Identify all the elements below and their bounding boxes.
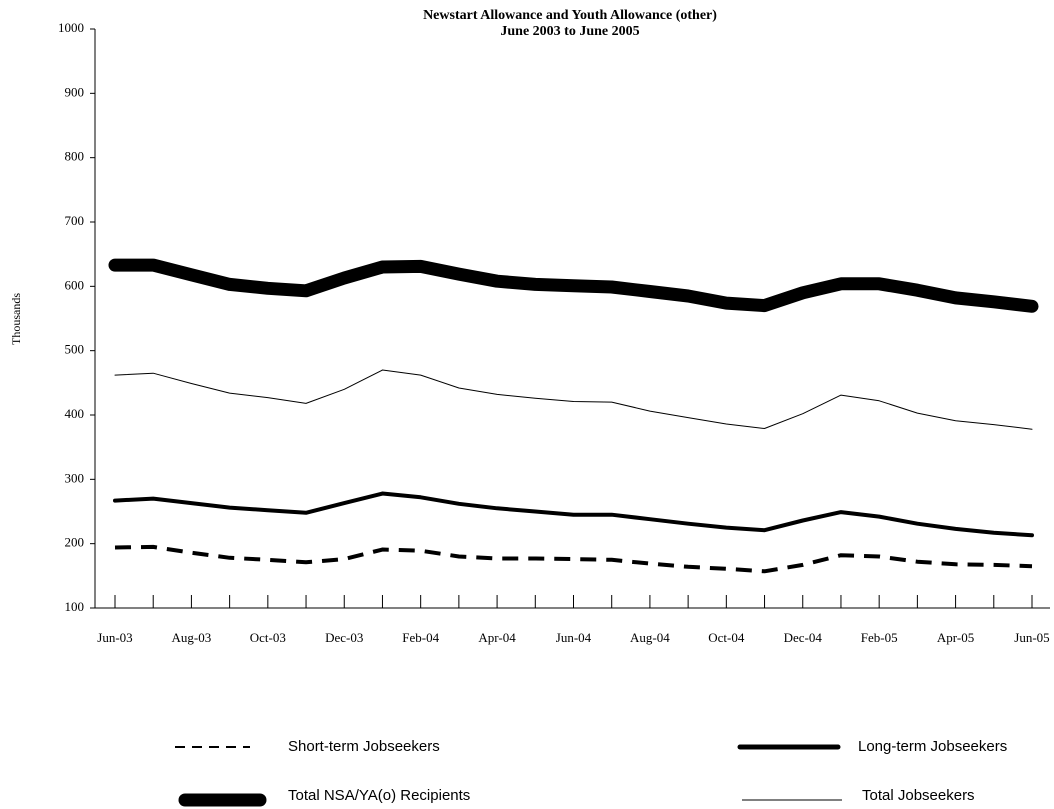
x-tick-label-dec-04: Dec-04 <box>784 630 823 645</box>
legend-label-short-term-jobseekers: Short-term Jobseekers <box>288 738 440 755</box>
x-tick-label-apr-04: Apr-04 <box>478 630 516 645</box>
legend-label-total-nsa-yao-recipients: Total NSA/YA(o) Recipients <box>288 787 470 804</box>
y-tick-label-600: 600 <box>65 277 85 292</box>
x-tick-label-dec-03: Dec-03 <box>325 630 363 645</box>
legend-label-total-jobseekers: Total Jobseekers <box>862 787 975 804</box>
chart-title: Newstart Allowance and Youth Allowance (… <box>423 8 717 23</box>
x-tick-label-oct-04: Oct-04 <box>708 630 745 645</box>
series-line-total-nsa-ya-o-recipients <box>108 258 1039 313</box>
series-line-total-jobseekers <box>114 369 1033 430</box>
y-tick-label-100: 100 <box>65 599 85 614</box>
axes: 100 200 300 400 500 600 700 800 900 1000 Jun-03 Aug… <box>58 20 1050 645</box>
legend-label-long-term-jobseekers: Long-term Jobseekers <box>858 738 1007 755</box>
x-tick-label-feb-04: Feb-04 <box>402 630 439 645</box>
y-tick-label-800: 800 <box>65 149 85 164</box>
x-tick-label-jun-04: Jun-04 <box>556 630 592 645</box>
y-tick-label-400: 400 <box>65 406 85 421</box>
y-tick-label-900: 900 <box>65 84 85 99</box>
y-tick-label-500: 500 <box>65 342 85 357</box>
series-layer <box>108 258 1039 574</box>
x-tick-label-aug-04: Aug-04 <box>630 630 670 645</box>
x-tick-label-oct-03: Oct-03 <box>250 630 286 645</box>
legend: Short-term Jobseekers Long-term Jobseeke… <box>175 738 1007 807</box>
y-axis-label: Thousands <box>9 293 23 345</box>
y-tick-label-200: 200 <box>65 535 85 550</box>
x-tick-label-aug-03: Aug-03 <box>172 630 212 645</box>
x-tick-label-jun-05: Jun-05 <box>1014 630 1049 645</box>
series-line-short-term-jobseekers <box>114 544 1033 574</box>
chart-subtitle: June 2003 to June 2005 <box>500 24 639 39</box>
y-tick-label-700: 700 <box>65 213 85 228</box>
chart-title-group: Newstart Allowance and Youth Allowance (… <box>423 8 717 39</box>
x-tick-label-apr-05: Apr-05 <box>937 630 974 645</box>
x-tick-label-feb-05: Feb-05 <box>861 630 898 645</box>
x-tick-label-jun-03: Jun-03 <box>97 630 132 645</box>
y-tick-label-1000: 1000 <box>58 20 84 35</box>
y-tick-label-300: 300 <box>65 470 85 485</box>
series-line-long-term-jobseekers <box>113 491 1034 538</box>
